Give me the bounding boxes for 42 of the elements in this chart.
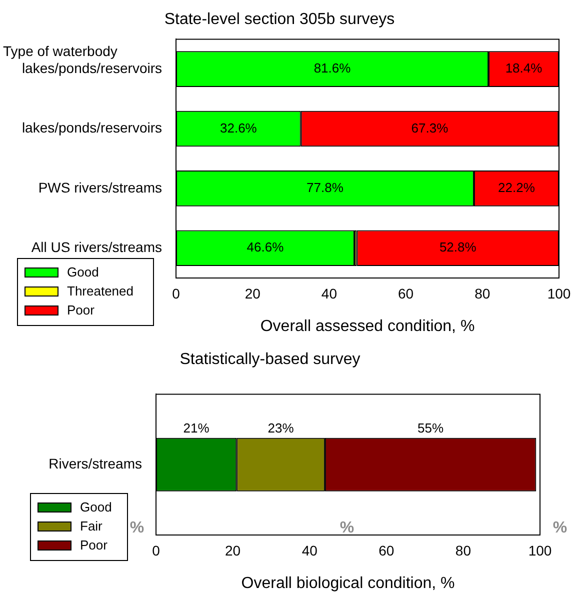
data-label: 18.4% [505,60,543,76]
data-label: 52.8% [439,240,477,255]
data-label: 77.8% [306,180,344,196]
y-tick-label: lakes/ponds/reservoirs [22,120,162,136]
x-tick-label: 60 [378,542,394,558]
data-label: 22.2% [498,180,536,196]
chart-title: Statistically-based survey [180,351,360,368]
data-label: 46.6% [246,240,284,255]
y-tick-label: Rivers/streams [48,455,142,472]
x-tick-label: 20 [244,285,261,302]
x-axis-title: Overall biological condition, % [241,574,455,592]
x-tick-label: 0 [172,285,180,302]
x-tick-label: 60 [398,285,414,302]
legend-label: Poor [67,302,96,318]
x-tick-label: 80 [474,285,490,302]
x-tick-label: 80 [455,542,472,558]
text: % [130,519,144,536]
data-label: 23% [268,420,294,436]
legend-label: Fair [80,518,104,534]
legend-label: Good [67,264,99,280]
legend-label: Poor [80,538,108,553]
x-tick-label: 0 [152,542,160,558]
data-label: 81.6% [314,60,352,76]
data-label: 55% [418,420,444,436]
chart-title: State-level section 305b surveys [164,11,395,28]
y-axis-title: Type of waterbody [3,43,118,60]
data-label: 32.6% [220,120,258,136]
data-label: 67.3% [411,120,449,136]
x-axis-title: Overall assessed condition, % [260,318,475,335]
legend-label: Threatened [67,284,134,299]
y-tick-label: PWS rivers/streams [38,179,162,196]
x-tick-label: 20 [225,542,241,558]
x-tick-label: 40 [302,542,318,558]
data-label: 21% [183,420,210,436]
x-tick-label: 100 [547,285,571,302]
y-tick-label: lakes/ponds/reservoirs [22,60,162,76]
legend-label: Good [80,500,112,515]
text: % [552,519,568,536]
x-tick-label: 40 [321,285,338,302]
y-tick-label: All US rivers/streams [31,239,162,256]
text: % [340,519,354,536]
x-tick-label: 100 [528,542,552,558]
